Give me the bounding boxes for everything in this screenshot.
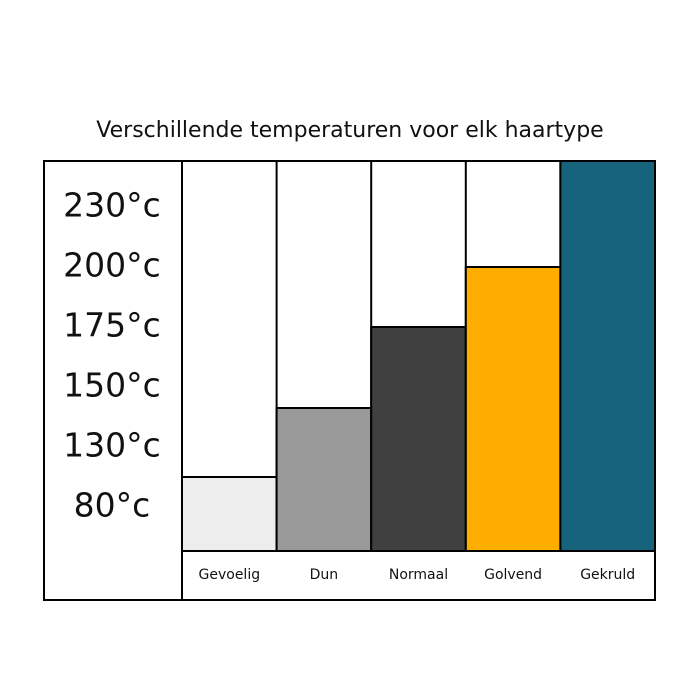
y-tick-label: 175°c [63, 306, 161, 345]
y-tick-label: 80°c [74, 486, 151, 525]
x-tick-label: Gekruld [580, 567, 635, 583]
y-tick-label: 130°c [63, 426, 161, 465]
x-tick-label: Golvend [484, 567, 542, 583]
x-tick-label: Gevoelig [199, 567, 261, 583]
y-tick-label: 200°c [63, 246, 161, 285]
y-tick-label: 230°c [63, 186, 161, 225]
x-tick-label: Dun [310, 567, 339, 583]
x-tick-label: Normaal [389, 567, 448, 583]
y-tick-label: 150°c [63, 366, 161, 405]
bar [464, 266, 562, 552]
bar [370, 326, 467, 552]
bar [559, 160, 657, 552]
bar [181, 476, 278, 552]
chart-title: Verschillende temperaturen voor elk haar… [96, 118, 603, 143]
bar [275, 407, 373, 552]
